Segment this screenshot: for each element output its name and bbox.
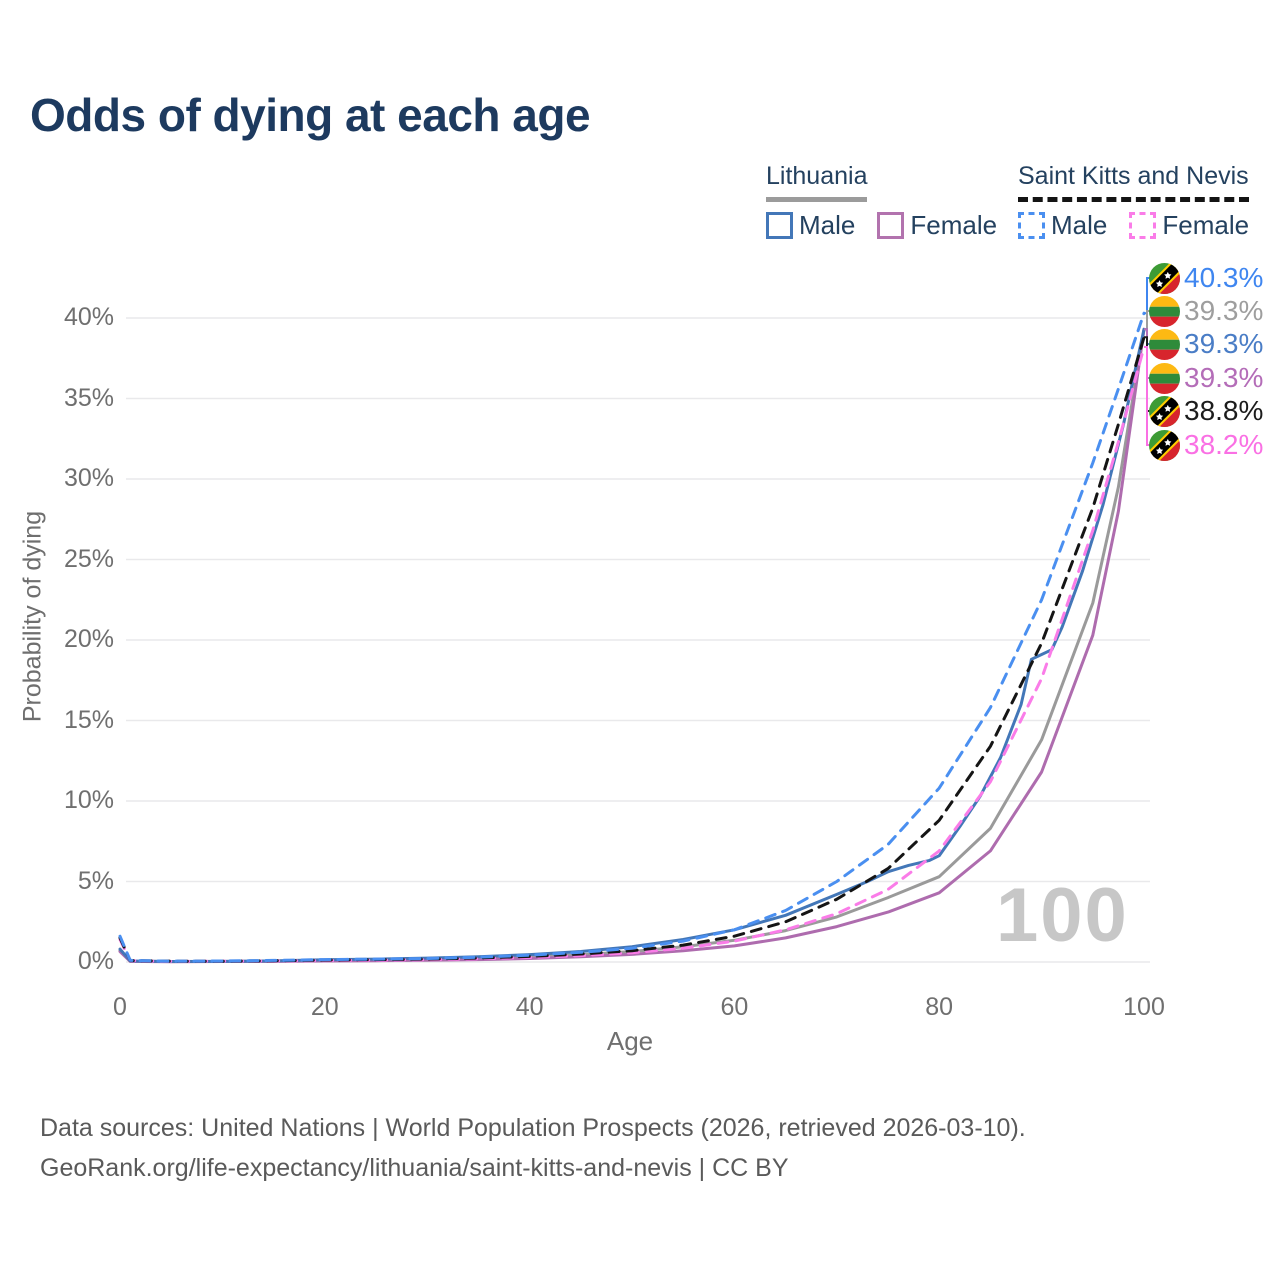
gridlines: [126, 317, 1150, 963]
y-tick-20: 20%: [63, 625, 114, 653]
flag-lithuania-icon: [1149, 329, 1180, 360]
y-tick-15: 15%: [63, 705, 114, 734]
flag-saint-kitts-and-nevis-icon: [1149, 430, 1180, 461]
flag-lithuania-icon: [1149, 363, 1180, 394]
series-line-lt_total: [118, 327, 1146, 963]
end-label-value: 38.2%: [1184, 429, 1264, 460]
page-title: Odds of dying at each age: [30, 89, 591, 141]
watermark-max-age: 100: [996, 873, 1129, 958]
y-tick-5: 5%: [77, 866, 114, 895]
flag-saint-kitts-and-nevis-icon: [1149, 396, 1180, 427]
lithuania-female-swatch-icon: [877, 212, 905, 239]
skn-male-swatch-icon: [1018, 212, 1045, 239]
series-line-skn_male: [118, 311, 1146, 963]
end-label-skn_total: 38.8%: [1149, 395, 1263, 427]
series-line-lt_female: [118, 327, 1146, 964]
end-label-value: 40.3%: [1184, 262, 1264, 293]
y-tick-30: 30%: [63, 464, 114, 492]
end-label-value: 39.3%: [1184, 362, 1264, 393]
y-axis-title: Probability of dying: [18, 510, 47, 723]
y-tick-10: 10%: [63, 786, 114, 814]
y-tick-40: 40%: [63, 303, 114, 331]
data-sources-line: Data sources: United Nations | World Pop…: [40, 1114, 1026, 1142]
x-tick-20: 20: [310, 993, 339, 1021]
end-label-value: 39.3%: [1184, 295, 1264, 326]
x-axis-title: Age: [606, 1026, 654, 1056]
legend-header-lithuania: Lithuania: [766, 162, 868, 202]
x-tick-0: 0: [113, 993, 127, 1021]
legend-header-saint-kitts-and-nevis: Saint Kitts and Nevis: [1018, 162, 1249, 202]
series-line-skn_female: [118, 345, 1146, 963]
skn-female-label: Female: [1162, 210, 1250, 240]
footer: Data sources: United Nations | World Pop…: [40, 1108, 1026, 1188]
skn-male-label: Male: [1051, 210, 1108, 240]
flag-lithuania-icon: [1149, 296, 1180, 327]
end-label-lt_male: 39.3%: [1149, 328, 1263, 360]
end-label-skn_male: 40.3%: [1149, 262, 1263, 294]
series-line-skn_total: [118, 335, 1146, 963]
lithuania-male-label: Male: [799, 210, 856, 240]
end-label-lt_female: 39.3%: [1149, 362, 1263, 394]
y-tick-25: 25%: [63, 544, 114, 573]
x-tick-60: 60: [720, 993, 749, 1021]
x-tick-40: 40: [515, 993, 544, 1021]
series-line-lt_male: [118, 327, 1146, 963]
y-tick-35: 35%: [63, 383, 114, 412]
x-tick-100: 100: [1123, 993, 1165, 1021]
series-lines: [118, 311, 1146, 964]
end-label-skn_female: 38.2%: [1149, 429, 1263, 461]
attribution-line: GeoRank.org/life-expectancy/lithuania/sa…: [40, 1154, 789, 1182]
x-tick-80: 80: [925, 993, 954, 1021]
lithuania-female-label: Female: [910, 210, 998, 240]
flag-saint-kitts-and-nevis-icon: [1149, 263, 1180, 294]
skn-female-swatch-icon: [1129, 212, 1157, 239]
end-label-value: 39.3%: [1184, 328, 1264, 359]
end-label-value: 38.8%: [1184, 395, 1264, 426]
lithuania-male-swatch-icon: [766, 212, 793, 239]
end-label-lt_total: 39.3%: [1149, 295, 1263, 327]
legend-group-saint-kitts-and-nevis: Saint Kitts and Nevis Male Female: [1018, 162, 1271, 241]
legend-group-lithuania: Lithuania Male Female: [766, 162, 1019, 241]
y-tick-0: 0%: [77, 947, 114, 975]
